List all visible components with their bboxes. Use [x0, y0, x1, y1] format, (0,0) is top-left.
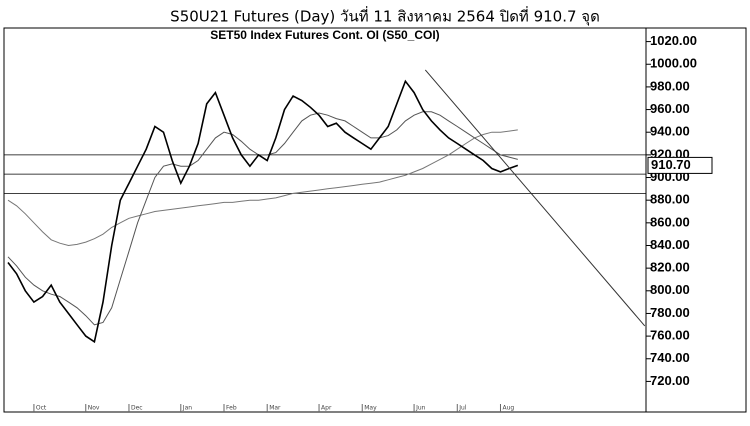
price-line: [7, 79, 519, 344]
y-tick-label: 820.00: [650, 260, 690, 275]
axis-frame: [645, 27, 747, 413]
y-tick-label: 880.00: [650, 192, 690, 207]
x-tick-label: Apr: [321, 405, 332, 412]
last-price-label: 910.70: [651, 157, 691, 172]
x-tick-label: May: [364, 405, 377, 412]
x-tick-label: Mar: [269, 405, 281, 412]
x-tick-label: Nov: [88, 405, 100, 412]
last-price-box: [647, 156, 713, 174]
y-tick-label: 780.00: [650, 305, 690, 320]
trend-line: [424, 69, 646, 327]
y-tick-label: 840.00: [650, 237, 690, 252]
y-tick-label: 940.00: [650, 124, 690, 139]
x-tick-label: Dec: [131, 405, 143, 412]
y-tick-label: 860.00: [650, 214, 690, 229]
y-tick-label: 740.00: [650, 350, 690, 365]
x-tick-label: Jan: [182, 405, 192, 412]
plot-frame: [3, 27, 647, 413]
moving-average: [7, 111, 518, 326]
chart-subtitle: SET50 Index Futures Cont. OI (S50_COI): [210, 28, 439, 42]
x-tick-label: Oct: [36, 405, 47, 412]
x-tick-label: Jul: [458, 405, 467, 412]
x-tick-label: Jun: [415, 405, 426, 412]
x-tick-label: Aug: [502, 405, 514, 412]
y-tick-label: 720.00: [650, 373, 690, 388]
moving-average: [7, 129, 518, 247]
y-tick-label: 1000.00: [650, 56, 697, 71]
y-tick-label: 960.00: [650, 101, 690, 116]
y-tick-label: 1020.00: [650, 33, 697, 48]
y-tick-label: 980.00: [650, 78, 690, 93]
x-tick-label: Feb: [226, 405, 237, 412]
y-tick-label: 760.00: [650, 328, 690, 343]
chart-title: S50U21 Futures (Day) วันที่ 11 สิงหาคม 2…: [170, 6, 600, 27]
y-tick-label: 800.00: [650, 282, 690, 297]
